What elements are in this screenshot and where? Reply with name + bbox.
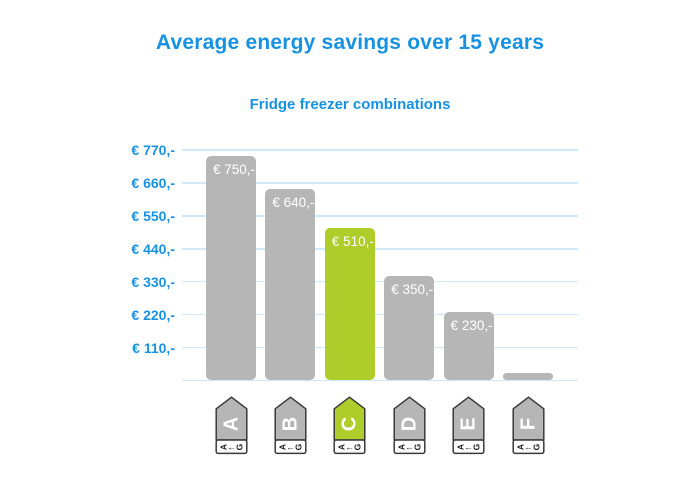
y-axis-tick-label: € 110,- <box>132 339 175 356</box>
gridline <box>182 182 578 184</box>
svg-text:G: G <box>293 443 303 450</box>
svg-text:←: ← <box>345 442 354 452</box>
svg-text:←: ← <box>524 442 533 452</box>
bar-c: € 510,- <box>324 227 375 381</box>
energy-class-b-icon: B A ← G <box>274 396 307 460</box>
svg-text:A: A <box>515 444 525 450</box>
chart-subtitle: Fridge freezer combinations <box>249 96 451 113</box>
svg-text:G: G <box>472 443 482 450</box>
y-axis-tick-label: € 660,- <box>131 174 175 191</box>
svg-text:F: F <box>517 418 539 430</box>
svg-text:A: A <box>218 444 228 450</box>
gridline <box>182 215 578 217</box>
y-axis-tick-label: € 440,- <box>131 240 175 257</box>
bar-a: € 750,- <box>206 155 256 381</box>
svg-text:G: G <box>412 443 422 450</box>
svg-text:E: E <box>458 417 480 430</box>
svg-text:←: ← <box>464 442 473 452</box>
energy-class-c-icon: C A ← G <box>333 396 366 460</box>
svg-text:G: G <box>531 443 541 450</box>
energy-class-e-icon: E A ← G <box>452 396 485 460</box>
svg-text:A: A <box>396 444 406 450</box>
y-axis-tick-label: € 550,- <box>131 207 175 224</box>
svg-text:A: A <box>337 444 347 450</box>
svg-text:B: B <box>279 417 301 431</box>
bar-e: € 230,- <box>443 311 494 381</box>
bar-value-label: € 230,- <box>450 317 493 333</box>
svg-text:A: A <box>220 417 242 431</box>
bar-value-label: € 350,- <box>391 281 434 297</box>
energy-class-a-icon: A A ← G <box>214 396 248 460</box>
y-axis-tick-label: € 330,- <box>131 273 175 290</box>
gridline <box>182 280 578 283</box>
svg-text:A: A <box>456 444 466 450</box>
bar-f <box>503 373 553 381</box>
bar-value-label: € 640,- <box>272 194 315 210</box>
svg-text:←: ← <box>286 442 295 452</box>
energy-class-f-icon: F A ← G <box>511 396 545 460</box>
energy-class-d-icon: D A ← G <box>393 396 426 460</box>
bar-d: € 350,- <box>384 275 435 381</box>
gridline <box>182 149 578 151</box>
bar-b: € 640,- <box>265 188 316 381</box>
chart-title: Average energy savings over 15 years <box>155 31 545 54</box>
svg-text:G: G <box>353 443 363 450</box>
gridline <box>182 313 578 316</box>
bar-value-label: € 510,- <box>331 233 374 249</box>
svg-text:←: ← <box>405 442 414 452</box>
svg-text:C: C <box>339 417 361 431</box>
gridline <box>182 346 578 349</box>
bar-value-label: € 750,- <box>213 161 256 177</box>
svg-text:G: G <box>234 443 244 450</box>
svg-text:←: ← <box>227 442 236 452</box>
y-axis-tick-label: € 770,- <box>131 142 175 158</box>
gridline <box>182 248 578 250</box>
y-axis-tick-label: € 220,- <box>131 306 175 323</box>
svg-text:D: D <box>398 417 420 431</box>
svg-text:A: A <box>277 444 287 450</box>
gridline <box>182 379 578 382</box>
